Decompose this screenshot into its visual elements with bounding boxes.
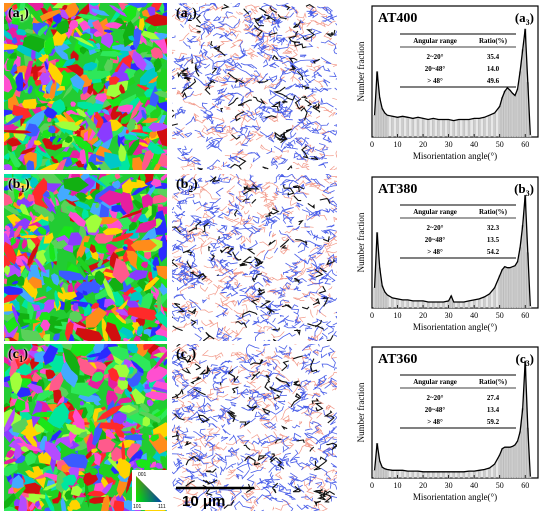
distribution-area: [374, 360, 531, 478]
ipf-color-legend: 001 101 111: [132, 470, 170, 510]
panel-label-c1: (c1): [8, 347, 29, 364]
table-header: Ratio(%): [479, 378, 508, 386]
table-cell: 13.5: [487, 236, 500, 244]
misorientation-chart-c3: 0 10 20 30 40 50 60 Misorientation angle(°) Numb…: [356, 346, 539, 502]
table-cell: 32.3: [487, 224, 500, 232]
x-tick-label: 0: [370, 311, 374, 320]
table-cell: > 48°: [427, 418, 443, 426]
table-cell: 2~20°: [427, 53, 444, 61]
x-tick-label: 40: [470, 481, 478, 490]
ipf-label-111: 111: [158, 504, 166, 510]
scale-bar-label: 10 μm: [182, 493, 225, 510]
x-tick-label: 50: [496, 481, 504, 490]
table-header: Angular range: [413, 208, 457, 216]
table-cell: 49.6: [487, 77, 500, 85]
x-tick-label: 30: [445, 481, 453, 490]
table-header: Ratio(%): [479, 37, 508, 45]
x-tick-label: 10: [394, 481, 402, 490]
table-cell: 20~48°: [425, 236, 446, 244]
grain-boundary-map: [172, 174, 337, 341]
panel-label-chart: (c3): [516, 351, 534, 368]
x-tick-label: 0: [370, 481, 374, 490]
table-cell: 14.0: [487, 65, 500, 73]
chart-title: AT400: [378, 11, 417, 26]
table-cell: 27.4: [487, 394, 500, 402]
table-cell: 35.4: [487, 53, 500, 61]
x-tick-label: 60: [521, 311, 529, 320]
y-axis-label: Number fraction: [356, 41, 366, 101]
chart-title: AT380: [378, 182, 417, 197]
distribution-line: [373, 195, 531, 307]
table-header: Angular range: [413, 378, 457, 386]
grain-boundary-map: [172, 3, 337, 170]
table-cell: 59.2: [487, 418, 500, 426]
ebsd-map-a1: [4, 3, 167, 170]
distribution-line: [373, 28, 531, 135]
grain-boundary-map: [172, 344, 337, 511]
ipf-label-001: 001: [138, 472, 147, 478]
misorientation-chart-b3: 0 10 20 30 40 50 60 Misorientation angle(°) Numb…: [356, 176, 539, 332]
y-axis-label: Number fraction: [356, 382, 366, 442]
x-axis-label: Misorientation angle(°): [413, 492, 497, 502]
distribution-area: [374, 28, 531, 137]
table-cell: > 48°: [427, 77, 443, 85]
table-cell: 2~20°: [427, 224, 444, 232]
x-tick-label: 30: [445, 140, 453, 149]
table-cell: 54.2: [487, 248, 500, 256]
ebsd-ipf-map: [4, 174, 167, 341]
ebsd-ipf-map: [4, 3, 167, 170]
ebsd-map-b1: [4, 174, 167, 341]
x-tick-label: 10: [394, 311, 402, 320]
x-axis-label: Misorientation angle(°): [413, 151, 497, 161]
table-cell: 20~48°: [425, 65, 446, 73]
x-tick-label: 30: [445, 311, 453, 320]
table-cell: > 48°: [427, 248, 443, 256]
table-header: Angular range: [413, 37, 457, 45]
table-cell: 13.4: [487, 406, 500, 414]
x-tick-label: 50: [496, 311, 504, 320]
x-tick-label: 50: [496, 140, 504, 149]
x-tick-label: 20: [419, 140, 427, 149]
y-axis-label: Number fraction: [356, 212, 366, 272]
x-tick-label: 40: [470, 311, 478, 320]
x-tick-label: 60: [521, 140, 529, 149]
misorientation-chart-a3: 0 10 20 30 40 50 60 Misorientation angle(°) Numb…: [356, 5, 539, 161]
panel-label-chart: (a3): [515, 10, 534, 27]
x-tick-label: 60: [521, 481, 529, 490]
panel-label-a2: (a2): [176, 6, 197, 23]
table-cell: 2~20°: [427, 394, 444, 402]
x-tick-label: 20: [419, 311, 427, 320]
panel-label-a1: (a1): [8, 6, 29, 23]
x-tick-label: 20: [419, 481, 427, 490]
distribution-line: [373, 360, 531, 477]
scale-bar: 10 μm: [176, 486, 254, 510]
panel-label-b2: (b2): [176, 177, 198, 194]
panel-label-chart: (b3): [514, 181, 534, 198]
panel-label-b1: (b1): [8, 177, 30, 194]
panel-label-c2: (c2): [176, 347, 197, 364]
x-tick-label: 40: [470, 140, 478, 149]
boundary-map-c2: [172, 344, 337, 511]
ebsd-ipf-map: [4, 344, 167, 511]
ipf-label-101: 101: [133, 504, 142, 510]
boundary-map-a2: [172, 3, 337, 170]
x-tick-label: 0: [370, 140, 374, 149]
x-axis-label: Misorientation angle(°): [413, 322, 497, 332]
chart-title: AT360: [378, 352, 417, 367]
x-tick-label: 10: [394, 140, 402, 149]
table-header: Ratio(%): [479, 208, 508, 216]
boundary-map-b2: [172, 174, 337, 341]
table-cell: 20~48°: [425, 406, 446, 414]
ebsd-map-c1: [4, 344, 167, 511]
